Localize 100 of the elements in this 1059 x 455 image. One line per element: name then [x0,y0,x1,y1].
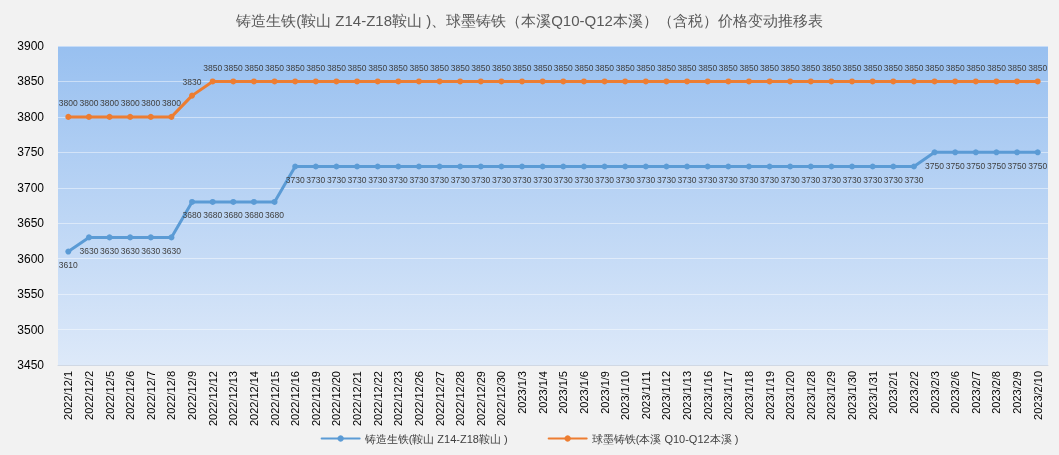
x-tick-label: 2022/12/1 [62,371,75,420]
point [374,163,381,170]
point [189,198,196,205]
data-label: 3680 [244,210,264,221]
x-tick-label: 2022/12/20 [330,371,343,427]
data-label: 3680 [265,210,285,221]
data-label: 3730 [388,175,409,186]
point [312,163,319,170]
point [745,78,752,85]
point [312,78,319,85]
point [972,149,979,156]
point [457,78,464,85]
point [910,163,917,170]
data-label: 3730 [430,175,450,186]
data-label: 3850 [326,62,347,73]
data-label: 3850 [656,62,677,73]
x-tick-label: 2023/2/10 [1031,371,1044,420]
data-label: 3730 [780,175,800,186]
point [395,163,402,170]
point [642,163,649,170]
point [869,163,876,170]
data-label: 3730 [595,175,615,186]
point [745,163,752,170]
data-label: 3850 [450,62,470,73]
point [684,163,691,170]
data-label: 3730 [718,175,739,186]
point [127,234,134,241]
x-tick-label: 2023/1/30 [846,371,859,420]
point [292,163,299,170]
data-label: 3730 [306,175,326,186]
x-tick-label: 2022/12/22 [371,371,384,427]
point [519,163,526,170]
data-label: 3850 [409,62,429,73]
point [807,78,814,85]
point [209,198,216,205]
data-label: 3850 [512,62,532,73]
point [993,78,1000,85]
data-label: 3850 [615,62,635,73]
point [333,78,340,85]
point [766,163,773,170]
point [168,234,175,241]
data-label: 3850 [285,62,305,73]
data-label: 3730 [842,175,862,186]
point [457,163,464,170]
x-tick-label: 2022/12/27 [433,371,446,427]
y-tick-label: 3750 [17,145,45,160]
data-label: 3730 [863,175,883,186]
data-label: 3680 [203,210,223,221]
x-tick-label: 2023/1/16 [701,371,714,420]
data-label: 3750 [945,160,965,171]
data-label: 3850 [244,62,264,73]
point [849,163,856,170]
point [828,78,835,85]
x-tick-label: 2022/12/30 [495,371,508,427]
point [209,78,216,85]
point [849,78,856,85]
data-label: 3680 [182,210,202,221]
data-label: 3730 [285,175,305,186]
point [972,78,979,85]
data-label: 3850 [945,62,965,73]
legend-label: 球墨铸铁(本溪 Q10-Q12本溪 ) [591,432,739,445]
data-label: 3630 [79,245,99,256]
x-tick-label: 2023/1/10 [619,371,632,420]
data-label: 3800 [120,98,140,109]
point [642,78,649,85]
y-tick-label: 3700 [17,180,45,195]
data-label: 3850 [1028,62,1048,73]
point [477,163,484,170]
point [952,149,959,156]
point [580,163,587,170]
point [890,163,897,170]
x-tick-label: 2022/12/14 [247,371,260,427]
x-tick-label: 2022/12/5 [103,371,116,420]
legend-label: 铸造生铁(鞍山 Z14-Z18鞍山 ) [363,432,508,445]
data-label: 3850 [471,62,491,73]
data-label: 3630 [100,245,120,256]
data-label: 3850 [533,62,553,73]
x-tick-label: 2022/12/21 [351,371,364,427]
data-label: 3850 [265,62,285,73]
data-label: 3800 [100,98,120,109]
x-tick-label: 2023/1/12 [660,371,673,420]
point [106,113,113,120]
x-tick-label: 2022/12/19 [309,371,322,427]
data-label: 3850 [306,62,326,73]
point [601,163,608,170]
data-label: 3850 [595,62,615,73]
chart-title: 铸造生铁(鞍山 Z14-Z18鞍山 )、球墨铸铁（本溪Q10-Q12本溪）（含税）价格变动推移表 [235,12,823,29]
y-tick-label: 3500 [17,322,45,337]
point [374,78,381,85]
data-label: 3730 [347,175,367,186]
data-label: 3850 [863,62,883,73]
y-tick-label: 3900 [17,39,45,53]
y-tick-label: 3550 [17,287,45,302]
x-tick-label: 2023/1/28 [804,371,817,420]
x-tick-label: 2022/12/29 [474,371,487,427]
data-label: 3730 [368,175,388,186]
data-label: 3610 [58,260,79,271]
point [85,113,92,120]
data-label: 3850 [966,62,986,73]
data-label: 3750 [925,160,945,171]
